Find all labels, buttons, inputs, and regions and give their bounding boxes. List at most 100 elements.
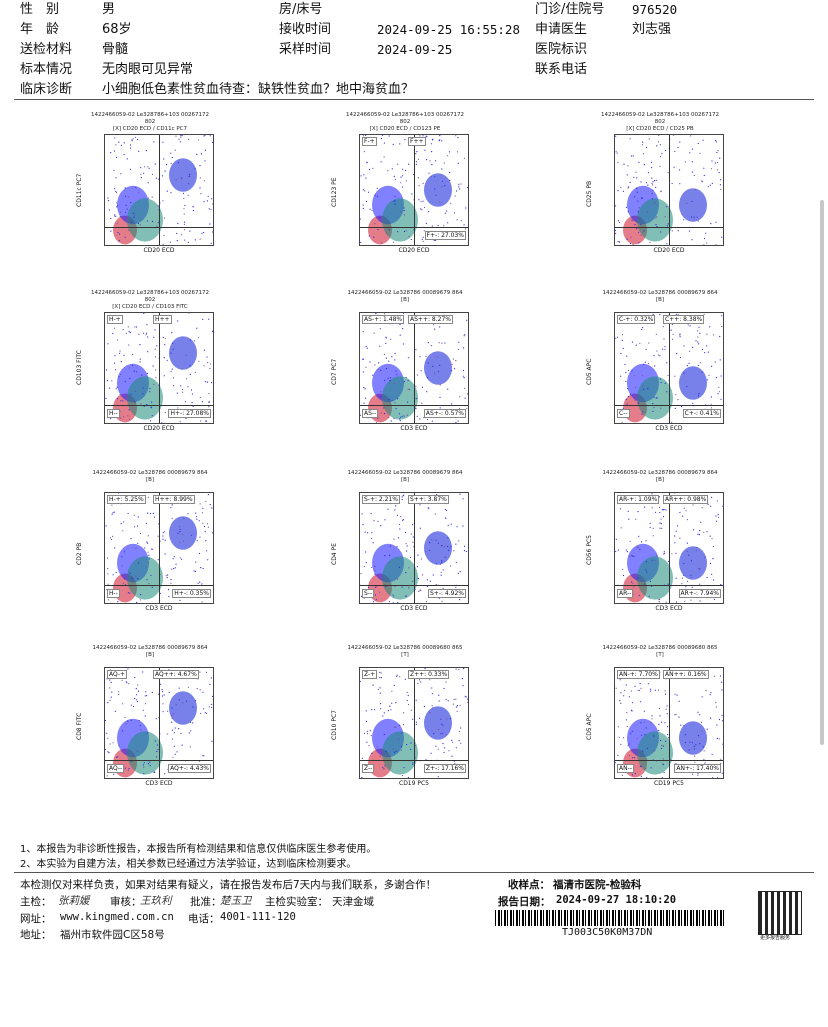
- event-dot: [435, 584, 437, 586]
- event-dot: [717, 513, 719, 516]
- event-dot: [156, 744, 159, 746]
- event-dot: [447, 388, 449, 390]
- qr-code[interactable]: [758, 891, 802, 935]
- event-dot: [721, 681, 723, 683]
- event-dot: [203, 708, 205, 710]
- event-dot: [467, 698, 468, 700]
- quadrant-h-line: [615, 760, 723, 761]
- event-dot: [448, 151, 451, 153]
- event-dot: [457, 572, 459, 574]
- event-dot: [710, 223, 712, 225]
- plot-tube: 802: [144, 297, 156, 303]
- event-dot: [385, 750, 387, 753]
- event-dot: [404, 531, 407, 534]
- plot-tube: 802: [654, 119, 666, 125]
- event-dot: [382, 766, 384, 768]
- event-dot: [631, 730, 633, 732]
- event-dot: [164, 773, 166, 775]
- event-dot: [664, 690, 666, 692]
- event-dot: [449, 179, 451, 181]
- event-dot: [397, 231, 399, 233]
- event-dot: [151, 401, 153, 403]
- event-dot: [455, 561, 457, 563]
- event-dot: [137, 525, 139, 527]
- event-dot: [114, 710, 116, 712]
- event-dot: [211, 141, 213, 143]
- event-dot: [115, 144, 117, 146]
- event-dot: [719, 675, 722, 677]
- event-dot: [703, 531, 705, 533]
- cell-population: [382, 198, 418, 242]
- event-dot: [427, 362, 429, 364]
- address-value: 福州市软件园C区58号: [60, 929, 165, 941]
- event-dot: [172, 377, 175, 379]
- event-dot: [706, 728, 708, 730]
- event-dot: [688, 749, 690, 751]
- event-dot: [391, 356, 393, 358]
- event-dot: [688, 230, 691, 232]
- event-dot: [404, 139, 406, 141]
- event-dot: [439, 326, 441, 328]
- event-dot: [718, 391, 720, 393]
- event-dot: [645, 767, 647, 769]
- event-dot: [674, 714, 676, 716]
- event-dot: [637, 577, 639, 579]
- event-dot: [640, 234, 642, 236]
- event-dot: [133, 370, 135, 372]
- event-dot: [208, 706, 210, 708]
- website-link[interactable]: www.kingmed.com.cn: [60, 911, 174, 923]
- event-dot: [136, 701, 138, 703]
- event-dot: [130, 393, 132, 395]
- event-dot: [661, 509, 663, 511]
- event-dot: [163, 356, 165, 359]
- event-dot: [626, 238, 628, 240]
- scatter-plot: 1422466059-02 Le328786 00089679 864 [B] AQ…: [76, 645, 220, 800]
- event-dot: [172, 558, 174, 560]
- event-dot: [641, 327, 644, 329]
- scrollbar[interactable]: [820, 200, 824, 745]
- event-dot: [645, 727, 647, 729]
- plot-gate: [X] CD20 ECD / CD11c PC7: [112, 126, 188, 132]
- event-dot: [653, 735, 655, 737]
- event-dot: [690, 560, 693, 562]
- event-dot: [164, 539, 166, 541]
- quadrant-v-line: [669, 668, 670, 778]
- event-dot: [434, 160, 436, 162]
- event-dot: [128, 767, 130, 770]
- event-dot: [634, 399, 636, 401]
- event-dot: [638, 594, 640, 596]
- event-dot: [137, 191, 140, 193]
- event-dot: [374, 570, 376, 572]
- event-dot: [129, 168, 132, 170]
- event-dot: [197, 582, 199, 584]
- event-dot: [181, 177, 183, 179]
- event-dot: [679, 336, 681, 338]
- event-dot: [658, 599, 660, 601]
- event-dot: [679, 334, 681, 336]
- event-dot: [210, 242, 212, 244]
- event-dot: [387, 377, 389, 379]
- event-dot: [206, 712, 208, 714]
- event-dot: [659, 506, 661, 508]
- event-dot: [373, 332, 375, 334]
- event-dot: [431, 705, 433, 707]
- event-dot: [418, 185, 420, 187]
- event-dot: [703, 758, 705, 760]
- event-dot: [134, 326, 136, 328]
- event-dot: [118, 141, 120, 143]
- event-dot: [697, 735, 700, 737]
- event-dot: [710, 692, 712, 694]
- event-dot: [701, 181, 704, 183]
- dot-cloud: [615, 669, 723, 778]
- event-dot: [667, 223, 669, 225]
- event-dot: [710, 403, 712, 405]
- event-dot: [636, 191, 638, 193]
- event-dot: [164, 170, 166, 172]
- event-dot: [393, 417, 395, 420]
- event-dot: [653, 355, 655, 357]
- event-dot: [431, 539, 433, 541]
- event-dot: [647, 683, 649, 685]
- event-dot: [619, 241, 621, 243]
- event-dot: [647, 211, 649, 213]
- event-dot: [150, 406, 152, 408]
